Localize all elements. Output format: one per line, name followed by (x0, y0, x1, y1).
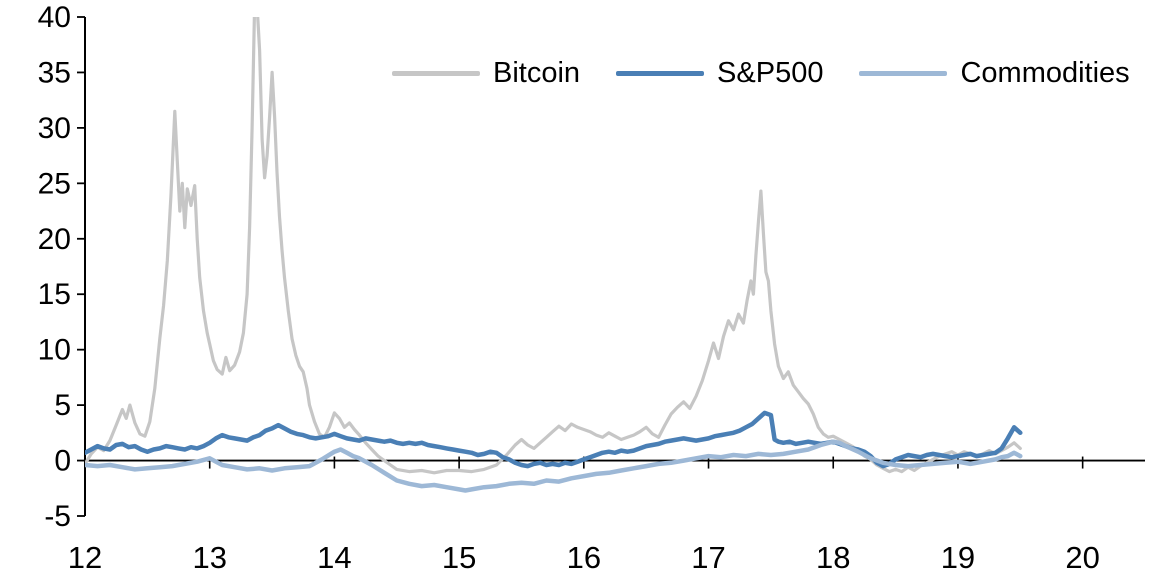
series-group (85, 17, 1023, 493)
legend-label-bitcoin: Bitcoin (493, 57, 581, 89)
legend-label-commodities: Commodities (960, 57, 1130, 89)
x-tick-label: 17 (691, 540, 725, 575)
y-tick-label: 20 (38, 223, 71, 256)
legend-item-sp500: S&P500 (616, 57, 823, 90)
x-tick-label: 18 (816, 540, 850, 575)
series-line-bitcoin (85, 17, 1022, 475)
y-tick-label: 30 (38, 112, 71, 145)
y-tick-label: 10 (38, 334, 71, 367)
series-line-sp500 (85, 410, 1023, 469)
x-tick-label: 20 (1065, 540, 1099, 575)
y-tick-label: 0 (54, 445, 71, 478)
sp500-line-swatch-icon (616, 71, 705, 76)
x-tick-label: 19 (941, 540, 975, 575)
y-tick-label: 40 (38, 1, 71, 34)
y-tick-label: -5 (44, 500, 71, 533)
legend-item-commodities: Commodities (859, 57, 1130, 90)
y-tick-label: 5 (54, 389, 71, 422)
commodities-line-swatch-icon (859, 71, 948, 76)
legend-label-sp500: S&P500 (717, 57, 824, 89)
series-line-commodities (85, 439, 1023, 493)
chart-legend: Bitcoin S&P500 Commodities (392, 57, 1130, 90)
y-tick-label: 25 (38, 167, 71, 200)
x-tick-label: 14 (317, 540, 351, 575)
x-tick-label: 13 (192, 540, 226, 575)
legend-item-bitcoin: Bitcoin (392, 57, 580, 90)
y-tick-label: 15 (38, 278, 71, 311)
x-tick-label: 15 (442, 540, 476, 575)
x-tick-label: 12 (68, 540, 102, 575)
bitcoin-line-swatch-icon (392, 71, 480, 76)
x-tick-label: 16 (567, 540, 601, 575)
y-tick-label: 35 (38, 56, 71, 89)
